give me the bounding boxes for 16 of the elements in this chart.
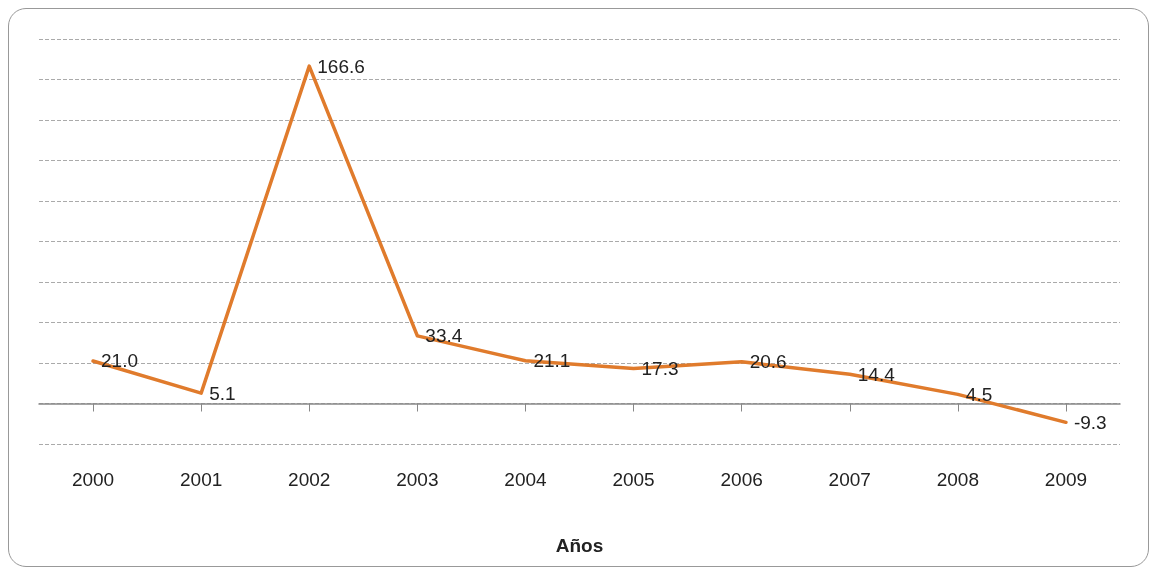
x-tick-label: 2006 (720, 469, 763, 490)
x-tick-label: 2009 (1044, 469, 1088, 490)
x-tick-label: 2003 (396, 469, 439, 490)
x-tick-label: 2001 (180, 469, 223, 490)
data-label: 21.0 (101, 350, 139, 372)
data-label: 5.1 (209, 382, 236, 404)
data-label: 166.6 (317, 55, 365, 77)
x-tick-label: 2002 (288, 469, 331, 490)
x-tick-label: 2008 (936, 469, 979, 490)
data-label: -9.3 (1073, 411, 1107, 433)
x-tick-label: 2004 (504, 469, 548, 490)
x-axis-title: Años (555, 535, 604, 556)
x-tick-label: 2007 (828, 469, 871, 490)
x-tick-label: 2005 (612, 469, 655, 490)
data-label: 33.4 (425, 325, 463, 347)
x-tick-label: 2000 (71, 469, 115, 490)
